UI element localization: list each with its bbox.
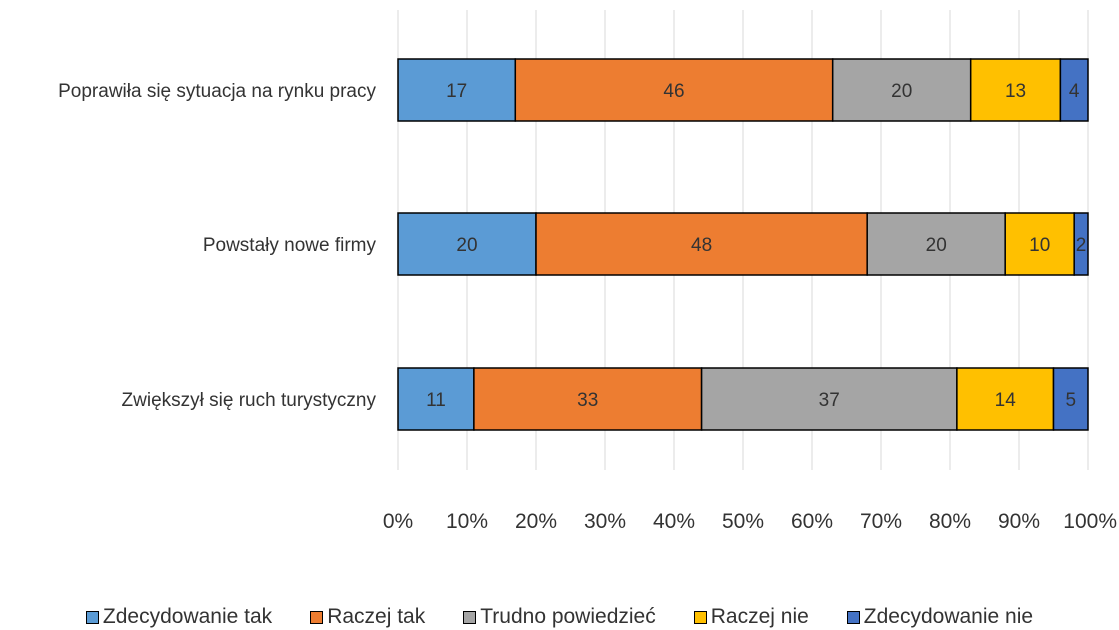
x-tick-label: 100% [1063,510,1117,533]
bar-segment [1052,367,1089,431]
bar-segment [397,58,517,122]
data-label: 10 [1029,235,1050,256]
data-label: 20 [926,235,947,256]
legend-swatch [846,610,860,624]
data-label: 20 [891,81,912,102]
x-tick-label: 30% [584,510,626,533]
data-label: 4 [1069,81,1080,102]
x-tick-label: 80% [929,510,971,533]
data-label: 11 [426,390,446,411]
x-tick-label: 0% [383,510,413,533]
bar-segment [397,367,475,431]
legend-swatch [310,610,324,624]
category-label: Powstały nowe firmy [203,235,377,256]
legend-item: Zdecydowanie nie [846,604,1034,630]
x-tick-label: 20% [515,510,557,533]
legend-item: Zdecydowanie tak [85,604,273,630]
bar-segment [1059,58,1089,122]
data-label: 46 [663,81,684,102]
category-labels: Poprawiła się sytuacja na rynku pracy Pow… [58,81,376,411]
data-label: 5 [1065,390,1076,411]
bar-segment [1004,212,1075,276]
bar-segment [473,367,703,431]
legend-swatch [463,610,477,624]
data-label: 2 [1076,235,1087,256]
data-label: 48 [691,235,712,256]
x-tick-label: 40% [653,510,695,533]
x-tick-labels: 0% 10% 20% 30% 40% 50% 60% 70% 80% 90% 100% [383,510,1117,533]
category-label: Zwiększył się ruch turystyczny [122,390,377,411]
category-label: Poprawiła się sytuacja na rynku pracy [58,81,376,102]
legend-swatch [693,610,707,624]
legend-swatch [85,610,99,624]
x-tick-label: 70% [860,510,902,533]
bar-segment [514,58,834,122]
legend-label: Trudno powiedzieć [480,605,656,628]
x-tick-label: 60% [791,510,833,533]
x-tick-label: 50% [722,510,764,533]
data-label: 20 [456,235,477,256]
legend-label: Zdecydowanie tak [102,605,273,628]
bar-segments: 17 46 20 13 4 20 48 20 10 2 11 33 37 14 5 [397,58,1089,431]
data-label: 37 [819,390,840,411]
x-tick-label: 10% [446,510,488,533]
data-label: 14 [995,390,1017,411]
legend-item: Raczej tak [310,604,425,630]
data-label: 33 [577,390,598,411]
bar-segment [956,367,1055,431]
data-label: 17 [446,81,467,102]
legend-label: Zdecydowanie nie [863,605,1034,628]
legend: Zdecydowanie tak Raczej tak Trudno powiedz… [0,604,1119,630]
bar-segment [969,58,1062,122]
legend-label: Raczej nie [710,605,809,628]
bar-segment [1073,212,1089,276]
legend-item: Trudno powiedzieć [463,604,656,630]
legend-item: Raczej nie [693,604,809,630]
bar-segment [700,367,958,431]
x-tick-label: 90% [998,510,1040,533]
bar-segment [535,212,868,276]
legend-label: Raczej tak [327,605,426,628]
data-label: 13 [1005,81,1026,102]
bar-segment [397,212,537,276]
